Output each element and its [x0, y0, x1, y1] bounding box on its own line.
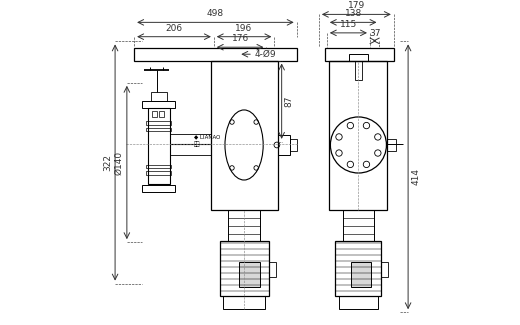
Bar [223, 296, 265, 309]
Bar [146, 122, 172, 125]
Text: 115: 115 [340, 20, 357, 29]
Bar [146, 128, 172, 131]
Bar [326, 48, 394, 60]
Text: 196: 196 [236, 23, 253, 32]
Text: 37: 37 [369, 29, 381, 38]
Bar [134, 48, 296, 60]
Bar [159, 111, 164, 117]
Bar [146, 171, 172, 175]
Bar [269, 262, 276, 277]
Bar [343, 210, 374, 240]
Bar [349, 54, 368, 60]
Bar [219, 240, 269, 296]
Text: 176: 176 [231, 34, 249, 43]
Bar [146, 165, 172, 168]
Bar [290, 139, 296, 151]
Text: 322: 322 [103, 154, 112, 171]
Bar [381, 262, 388, 277]
Text: 138: 138 [345, 9, 362, 18]
Text: ◆ LIANAO: ◆ LIANAO [194, 135, 220, 139]
Bar [148, 108, 170, 184]
Bar [142, 101, 175, 108]
Bar [387, 138, 396, 151]
Text: 力高: 力高 [194, 141, 200, 147]
Bar [151, 92, 167, 101]
Text: 4-Ø9: 4-Ø9 [254, 50, 276, 59]
Bar [211, 60, 278, 210]
Bar [335, 240, 381, 296]
Bar [278, 136, 290, 155]
Bar [142, 185, 175, 192]
Text: 87: 87 [285, 96, 294, 107]
Bar [152, 111, 157, 117]
Text: 498: 498 [207, 9, 224, 18]
Bar [339, 296, 378, 309]
Bar [239, 262, 261, 287]
Bar [228, 210, 260, 240]
Bar [352, 262, 371, 287]
Text: 206: 206 [165, 23, 183, 32]
Text: Ø140: Ø140 [115, 150, 124, 175]
Bar [355, 60, 362, 80]
Text: 414: 414 [411, 168, 420, 185]
Text: 179: 179 [348, 1, 365, 10]
Bar [330, 60, 387, 210]
